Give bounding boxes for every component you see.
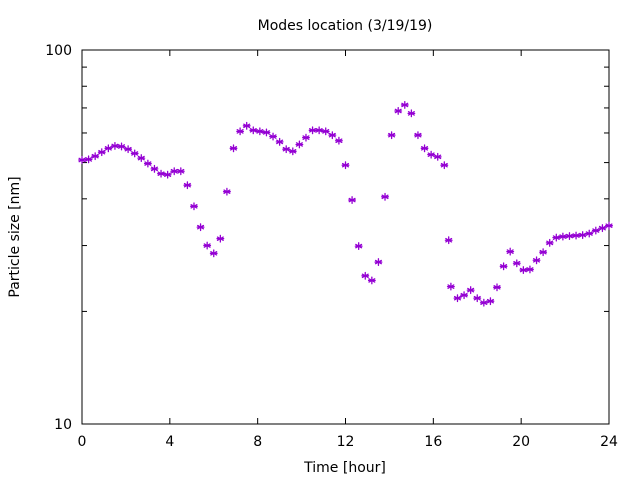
data-point bbox=[216, 234, 225, 243]
data-point bbox=[130, 149, 139, 158]
y-tick-label: 10 bbox=[54, 417, 72, 433]
data-point bbox=[157, 169, 166, 178]
data-point bbox=[532, 256, 541, 265]
data-point bbox=[183, 181, 192, 190]
data-point bbox=[97, 148, 106, 157]
data-point bbox=[427, 150, 436, 159]
data-point bbox=[348, 196, 357, 205]
data-point bbox=[466, 286, 475, 295]
data-point bbox=[585, 229, 594, 238]
data-point bbox=[255, 127, 264, 136]
data-point bbox=[572, 231, 581, 240]
data-point bbox=[512, 259, 521, 268]
data-point bbox=[433, 152, 442, 161]
data-point bbox=[374, 258, 383, 267]
data-point bbox=[545, 238, 554, 247]
x-tick-label: 0 bbox=[78, 434, 87, 450]
chart-title: Modes location (3/19/19) bbox=[258, 18, 433, 34]
data-point bbox=[552, 233, 561, 242]
data-point bbox=[334, 136, 343, 145]
data-point bbox=[493, 283, 501, 292]
x-tick-label: 24 bbox=[600, 434, 618, 450]
data-point bbox=[444, 236, 453, 245]
data-point bbox=[222, 187, 231, 196]
data-point bbox=[209, 249, 218, 258]
data-point bbox=[367, 276, 376, 285]
data-point bbox=[170, 167, 179, 176]
data-point bbox=[229, 144, 238, 153]
data-point bbox=[110, 141, 119, 150]
data-point bbox=[460, 291, 469, 300]
data-point bbox=[203, 241, 212, 250]
x-axis-label: Time [hour] bbox=[303, 460, 386, 476]
x-tick-label: 4 bbox=[165, 434, 174, 450]
data-point bbox=[446, 282, 455, 291]
x-tick-label: 8 bbox=[253, 434, 262, 450]
data-point bbox=[420, 144, 429, 153]
data-point bbox=[249, 126, 258, 135]
x-tick-label: 16 bbox=[424, 434, 442, 450]
data-point bbox=[236, 127, 245, 136]
data-point bbox=[328, 131, 337, 140]
data-point bbox=[453, 294, 462, 303]
data-point bbox=[341, 161, 350, 170]
data-point bbox=[308, 126, 317, 135]
data-point bbox=[196, 223, 205, 232]
data-point bbox=[400, 100, 409, 109]
data-point bbox=[506, 247, 515, 256]
data-point bbox=[591, 226, 600, 235]
data-point bbox=[519, 266, 528, 274]
data-point bbox=[598, 224, 607, 233]
x-tick-label: 12 bbox=[337, 434, 355, 450]
points-layer bbox=[78, 100, 613, 307]
data-point bbox=[499, 262, 508, 271]
axes-layer: 0 4 8 12 16 20 24 10 100 bbox=[45, 43, 618, 450]
data-point bbox=[104, 144, 113, 153]
data-point bbox=[242, 121, 251, 130]
data-point bbox=[84, 155, 93, 164]
data-point bbox=[288, 147, 297, 156]
data-point bbox=[407, 109, 416, 118]
data-point bbox=[295, 140, 304, 149]
data-point bbox=[321, 127, 330, 136]
data-point bbox=[387, 131, 396, 140]
data-point bbox=[414, 131, 422, 140]
data-point bbox=[394, 107, 403, 115]
data-point bbox=[361, 271, 370, 280]
data-point bbox=[269, 132, 277, 141]
data-point bbox=[578, 231, 587, 240]
data-point bbox=[473, 294, 482, 303]
data-point bbox=[190, 202, 198, 211]
data-point bbox=[565, 232, 574, 241]
data-point bbox=[440, 161, 449, 170]
x-tick-label: 20 bbox=[512, 434, 530, 450]
data-point bbox=[539, 248, 548, 257]
data-point bbox=[486, 297, 495, 306]
data-point bbox=[124, 145, 133, 154]
data-point bbox=[354, 242, 363, 251]
data-point bbox=[91, 152, 100, 161]
data-point bbox=[78, 156, 86, 164]
data-point bbox=[275, 137, 284, 146]
y-axis-label: Particle size [nm] bbox=[7, 176, 23, 297]
data-point bbox=[282, 145, 291, 154]
y-tick-label: 100 bbox=[45, 43, 72, 59]
data-point bbox=[117, 142, 126, 151]
data-point bbox=[262, 128, 271, 137]
data-point bbox=[137, 154, 146, 163]
data-point bbox=[143, 159, 152, 168]
data-point bbox=[605, 221, 613, 230]
data-point bbox=[163, 170, 172, 179]
data-point bbox=[150, 164, 159, 173]
data-point bbox=[302, 133, 310, 142]
data-point bbox=[526, 265, 534, 274]
data-point bbox=[176, 167, 185, 176]
data-point bbox=[381, 192, 389, 201]
data-point bbox=[315, 126, 324, 135]
data-point bbox=[558, 232, 567, 241]
data-point bbox=[479, 298, 488, 307]
